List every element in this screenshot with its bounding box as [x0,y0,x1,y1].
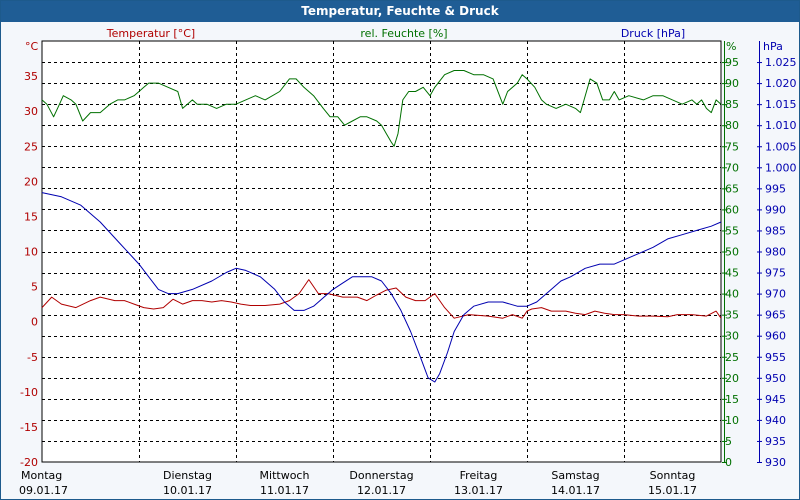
series-lines [41,70,722,383]
series-line-pressure [41,192,722,383]
temperature-tick-label: 10 [24,246,38,259]
humidity-tick-label: 5 [725,435,732,448]
humidity-unit: % [726,40,736,53]
pressure-tick-label: 940 [765,414,786,427]
humidity-tick-label: 90 [725,77,739,90]
humidity-tick-label: 75 [725,140,739,153]
pressure-tick-label: 935 [765,435,786,448]
temperature-tick-label: 35 [24,70,38,83]
humidity-tick-label: 35 [725,309,739,322]
humidity-tick-label: 10 [725,414,739,427]
x-tick-date: 12.01.17 [357,484,406,497]
humidity-tick-label: 30 [725,330,739,343]
pressure-tick-label: 990 [765,203,786,216]
temperature-tick-label: 0 [31,316,38,329]
humidity-axis: 0 5 10 15 20 25 30 35 40 45 50 55 60 65 70 75 80 85 90 95 [722,41,739,469]
temperature-tick-label: 5 [31,281,38,294]
humidity-tick-label: 50 [725,246,739,259]
pressure-tick-label: 930 [765,456,786,469]
temperature-tick-label: 15 [24,210,38,223]
x-tick-day-dienstag: Dienstag [163,469,212,482]
pressure-tick-label: 985 [765,224,786,237]
pressure-tick-label: 955 [765,351,786,364]
x-tick-date: 15.01.17 [648,484,697,497]
chart-svg: -20 -15 -10 -5 0 5 10 15 20 25 30 35 0 5 10 15 20 25 30 35… [19,27,797,497]
pressure-tick-label: 1.010 [765,119,797,132]
x-tick-date: 09.01.17 [19,484,68,497]
humidity-tick-label: 45 [725,267,739,280]
temperature-tick-label: 30 [24,105,38,118]
humidity-tick-label: 15 [725,393,739,406]
legend-humidity: rel. Feuchte [%] [360,27,447,40]
temperature-tick-label: -15 [20,421,38,434]
pressure-axis: 930 935 940 945 950 955 960 965 970 975 980 985 990 9… [757,41,797,469]
temperature-unit: °C [25,40,39,53]
pressure-tick-label: 1.000 [765,161,797,174]
humidity-tick-label: 70 [725,161,739,174]
x-tick-day-donnerstag: Donnerstag [349,469,413,482]
pressure-tick-label: 970 [765,288,786,301]
x-tick-date: 10.01.17 [163,484,212,497]
pressure-tick-label: 995 [765,182,786,195]
humidity-tick-label: 25 [725,351,739,364]
x-tick-day-samstag: Samstag [551,469,599,482]
temperature-tick-label: 20 [24,175,38,188]
humidity-tick-label: 0 [725,456,732,469]
pressure-tick-label: 1.015 [765,98,797,111]
pressure-tick-label: 950 [765,372,786,385]
humidity-tick-label: 60 [725,203,739,216]
x-tick-date: 11.01.17 [260,484,309,497]
series-line-humidity [41,70,722,147]
x-axis: Montag 09.01.17 Dienstag 10.01.17 Mittwoch 11… [19,469,697,497]
pressure-tick-label: 1.020 [765,77,797,90]
temperature-tick-label: 25 [24,140,38,153]
pressure-tick-label: 965 [765,309,786,322]
temperature-tick-label: -20 [20,456,38,469]
chart-title: Temperatur, Feuchte & Druck [1,1,799,22]
plot-area [41,40,722,463]
legend-temperature: Temperatur [°C] [106,27,195,40]
humidity-tick-label: 40 [725,288,739,301]
x-tick-day-sonntag: Sonntag [650,469,696,482]
temperature-tick-label: -10 [20,386,38,399]
pressure-unit: hPa [763,40,783,53]
humidity-tick-label: 95 [725,56,739,69]
x-tick-day-freitag: Freitag [460,469,498,482]
pressure-tick-label: 945 [765,393,786,406]
grid [41,40,722,463]
humidity-tick-label: 85 [725,98,739,111]
temperature-tick-label: -5 [27,351,38,364]
x-tick-day-montag: Montag [21,469,62,482]
x-tick-date: 14.01.17 [551,484,600,497]
humidity-tick-label: 80 [725,119,739,132]
legend-pressure: Druck [hPa] [621,27,685,40]
pressure-tick-label: 1.025 [765,56,797,69]
humidity-tick-label: 20 [725,372,739,385]
pressure-tick-label: 980 [765,246,786,259]
temperature-axis: -20 -15 -10 -5 0 5 10 15 20 25 30 35 [20,70,38,469]
pressure-tick-label: 1.005 [765,140,797,153]
pressure-tick-label: 975 [765,267,786,280]
x-tick-day-mittwoch: Mittwoch [260,469,310,482]
humidity-tick-label: 55 [725,224,739,237]
humidity-tick-label: 65 [725,182,739,195]
pressure-tick-label: 960 [765,330,786,343]
x-tick-date: 13.01.17 [454,484,503,497]
series-line-temperature [41,279,722,319]
